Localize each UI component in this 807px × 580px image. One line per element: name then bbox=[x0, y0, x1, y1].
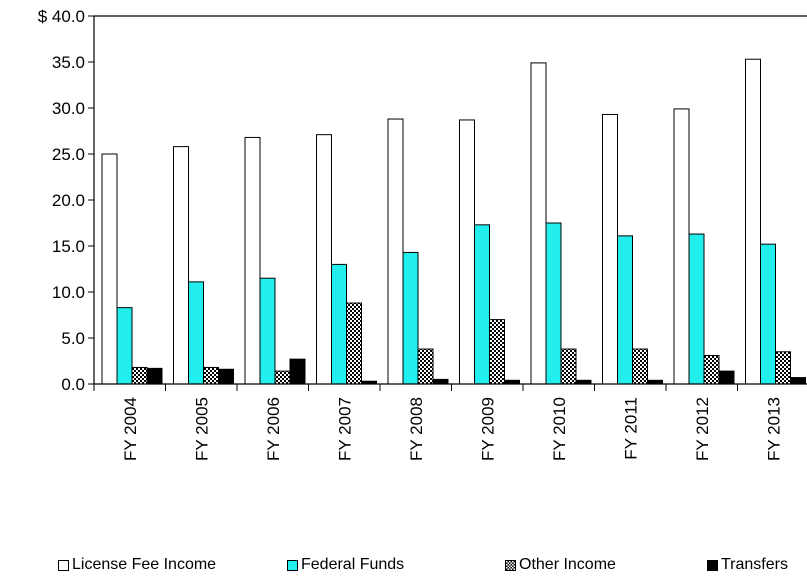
bar-other-income bbox=[560, 348, 577, 385]
bar-federal-funds bbox=[402, 251, 419, 385]
bar-other-income bbox=[775, 351, 791, 385]
bar-other-income bbox=[131, 366, 148, 385]
bar-license-fee-income bbox=[244, 136, 261, 385]
bar-transfers bbox=[218, 368, 234, 385]
x-tick-label: FY 2004 bbox=[121, 397, 140, 461]
x-tick-label: FY 2013 bbox=[764, 397, 783, 461]
bar-federal-funds bbox=[617, 235, 633, 385]
bars-group bbox=[101, 58, 806, 385]
legend-label: Transfers bbox=[721, 556, 788, 573]
bar-chart: 0.0 5.0 10.0 15.0 20.0 25.0 30.0 35.0 $ 40.0 FY … bbox=[38, 7, 807, 461]
x-tick-label: FY 2008 bbox=[407, 397, 426, 461]
legend-label: Federal Funds bbox=[301, 556, 405, 573]
bar-other-income bbox=[489, 319, 505, 385]
legend-swatch bbox=[287, 559, 298, 571]
x-tick-label: FY 2006 bbox=[264, 397, 283, 461]
bar-federal-funds bbox=[188, 281, 204, 385]
x-tick-label: FY 2010 bbox=[550, 397, 569, 461]
bar-license-fee-income bbox=[101, 153, 118, 385]
x-axis-labels: FY 2004 FY 2005 FY 2006 FY 2007 FY 2008 FY 20… bbox=[121, 397, 784, 461]
bar-federal-funds bbox=[116, 307, 133, 385]
bar-license-fee-income bbox=[530, 62, 547, 385]
y-tick-label: 5.0 bbox=[61, 329, 85, 348]
y-tick-label: 35.0 bbox=[52, 53, 85, 72]
bar-transfers bbox=[432, 378, 449, 385]
x-tick-label: FY 2005 bbox=[192, 397, 211, 461]
y-tick-label: 10.0 bbox=[52, 283, 85, 302]
bar-license-fee-income bbox=[745, 58, 761, 385]
legend-swatch bbox=[505, 559, 516, 571]
bar-federal-funds bbox=[474, 224, 490, 385]
x-tick-label: FY 2012 bbox=[693, 397, 712, 461]
x-tick-label: FY 2009 bbox=[478, 397, 497, 461]
legend-item-transfers: Transfers bbox=[707, 556, 788, 574]
x-tick-label: FY 2007 bbox=[335, 397, 354, 461]
x-tick-label: FY 2011 bbox=[621, 397, 640, 460]
bar-license-fee-income bbox=[602, 113, 618, 385]
axes bbox=[93, 15, 807, 391]
y-tick-label: 25.0 bbox=[52, 145, 85, 164]
bar-federal-funds bbox=[760, 243, 776, 385]
bar-federal-funds bbox=[259, 277, 276, 385]
bar-transfers bbox=[790, 377, 806, 385]
legend-swatch bbox=[707, 559, 718, 571]
bar-other-income bbox=[274, 370, 291, 385]
bar-license-fee-income bbox=[459, 119, 475, 385]
legend: License Fee Income Federal Funds Other Inc… bbox=[0, 556, 807, 580]
bar-license-fee-income bbox=[316, 134, 332, 385]
bar-other-income bbox=[346, 302, 362, 385]
legend-item-license-fee-income: License Fee Income bbox=[58, 556, 216, 574]
bar-transfers bbox=[146, 367, 163, 385]
legend-item-other-income: Other Income bbox=[505, 556, 616, 574]
y-tick-label: 20.0 bbox=[52, 191, 85, 210]
bar-transfers bbox=[718, 370, 735, 385]
bar-license-fee-income bbox=[173, 146, 189, 385]
bar-license-fee-income bbox=[673, 108, 690, 385]
legend-swatch bbox=[58, 559, 69, 571]
legend-label: License Fee Income bbox=[72, 556, 217, 573]
bar-other-income bbox=[632, 348, 648, 385]
y-tick-label: 15.0 bbox=[52, 237, 85, 256]
legend-label: Other Income bbox=[519, 556, 616, 573]
bar-federal-funds bbox=[331, 263, 347, 385]
bar-other-income bbox=[703, 354, 720, 385]
y-axis-ticks: 0.0 5.0 10.0 15.0 20.0 25.0 30.0 35.0 $ 40.0 bbox=[38, 7, 94, 394]
bar-other-income bbox=[203, 366, 219, 385]
y-tick-label: 30.0 bbox=[52, 99, 85, 118]
legend-item-federal-funds: Federal Funds bbox=[287, 556, 404, 574]
bar-federal-funds bbox=[688, 233, 705, 385]
bar-federal-funds bbox=[545, 222, 562, 385]
bar-other-income bbox=[417, 348, 434, 385]
y-tick-label: 0.0 bbox=[61, 375, 85, 394]
bar-transfers bbox=[289, 358, 306, 385]
y-tick-label: $ 40.0 bbox=[38, 7, 85, 26]
bar-license-fee-income bbox=[387, 118, 404, 385]
